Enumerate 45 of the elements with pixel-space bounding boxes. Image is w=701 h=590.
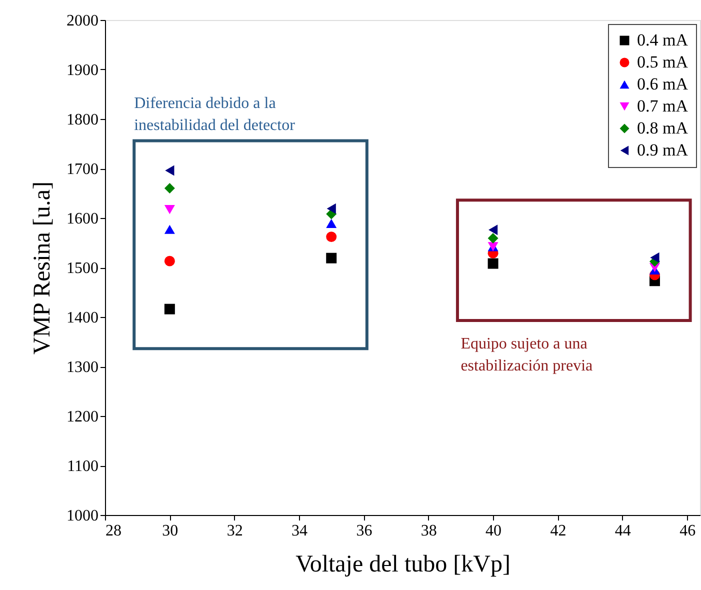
y-axis-title: VMP Resina [u.a] bbox=[30, 181, 56, 355]
x-tick-label: 38 bbox=[420, 522, 437, 540]
x-tick-label: 46 bbox=[680, 522, 696, 540]
legend-label: 0.8 mA bbox=[637, 118, 689, 138]
x-tick-label: 40 bbox=[486, 522, 502, 540]
x-tick-label: 32 bbox=[226, 522, 243, 540]
annotation: Equipo sujeto a una estabilización previa bbox=[460, 335, 593, 374]
legend-label: 0.9 mA bbox=[637, 140, 689, 160]
annotation: Diferencia debido a la inestabilidad del detector bbox=[134, 95, 296, 134]
x-axis-title: Voltaje del tubo [kVp] bbox=[296, 552, 510, 578]
y-tick-label: 1700 bbox=[66, 161, 98, 178]
point bbox=[165, 165, 174, 176]
y-tick-label: 2000 bbox=[66, 12, 98, 30]
y-tick-label: 1100 bbox=[67, 458, 98, 475]
y-tick-label: 1900 bbox=[66, 62, 98, 79]
x-tick-label: 42 bbox=[550, 522, 566, 540]
legend-label: 0.5 mA bbox=[637, 52, 689, 72]
point bbox=[488, 233, 498, 244]
legend-label: 0.6 mA bbox=[637, 74, 689, 94]
y-tick-label: 1500 bbox=[66, 260, 98, 277]
legend-label: 0.4 mA bbox=[637, 30, 689, 50]
point bbox=[488, 258, 498, 269]
point bbox=[326, 232, 337, 242]
y-tick-label: 1000 bbox=[66, 508, 98, 524]
y-tick-label: 1300 bbox=[66, 359, 98, 376]
x-tick-label: 34 bbox=[292, 522, 308, 540]
point bbox=[326, 203, 336, 214]
point bbox=[326, 218, 337, 228]
x-tick-label: 30 bbox=[162, 522, 178, 540]
legend-label: 0.7 mA bbox=[637, 96, 689, 116]
point bbox=[488, 224, 498, 236]
point bbox=[164, 256, 175, 266]
y-tick-label: 1800 bbox=[66, 112, 98, 128]
point bbox=[164, 304, 175, 314]
x-tick-label: 44 bbox=[614, 522, 631, 540]
y-tick-label: 1400 bbox=[66, 310, 98, 326]
point bbox=[164, 205, 175, 214]
point bbox=[326, 252, 337, 264]
point bbox=[650, 252, 660, 263]
x-tick-label: 36 bbox=[356, 522, 372, 540]
y-tick-label: 1600 bbox=[66, 210, 98, 228]
point bbox=[164, 224, 175, 234]
point bbox=[164, 183, 175, 194]
y-tick-label: 1200 bbox=[66, 408, 98, 426]
x-tick-label: 28 bbox=[106, 522, 122, 540]
